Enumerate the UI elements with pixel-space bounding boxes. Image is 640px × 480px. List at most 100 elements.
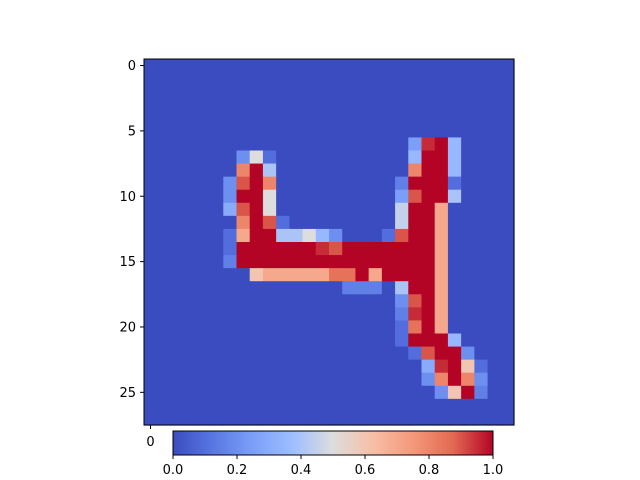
heatmap-cell	[249, 72, 264, 86]
heatmap-cell	[408, 85, 423, 99]
heatmap-cell	[183, 98, 198, 112]
heatmap-cell	[196, 294, 211, 308]
heatmap-cell	[183, 189, 198, 204]
heatmap-cell	[368, 228, 383, 243]
heatmap-cell	[408, 307, 423, 322]
heatmap-cell	[223, 176, 238, 191]
heatmap-cell	[170, 150, 185, 165]
heatmap-cell	[408, 111, 423, 125]
heatmap-cell	[500, 333, 515, 348]
heatmap-cell	[342, 242, 357, 256]
heatmap-cell	[395, 124, 409, 139]
heatmap-cell	[461, 359, 475, 374]
heatmap-cell	[183, 72, 198, 86]
heatmap-cell	[342, 124, 357, 139]
heatmap-cell	[342, 150, 357, 165]
heatmap-cell	[474, 202, 489, 217]
heatmap-cell	[236, 150, 251, 165]
heatmap-cell	[289, 398, 304, 413]
heatmap-cell	[487, 124, 502, 139]
heatmap-cell	[262, 255, 277, 269]
heatmap-cell	[421, 202, 436, 217]
heatmap-cell	[461, 176, 475, 191]
heatmap-cell	[249, 124, 264, 139]
heatmap-cell	[368, 242, 383, 256]
heatmap-cell	[196, 202, 211, 217]
heatmap-cell	[395, 346, 409, 361]
heatmap-cell	[196, 320, 211, 335]
heatmap-cell	[474, 137, 489, 152]
heatmap-cell	[210, 189, 224, 204]
heatmap-cell	[183, 268, 198, 282]
heatmap-cell	[434, 398, 449, 413]
heatmap-cell	[355, 111, 370, 125]
heatmap-cell	[315, 59, 330, 73]
heatmap-cell	[474, 215, 489, 230]
heatmap-cell	[381, 385, 396, 400]
heatmap-cell	[381, 228, 396, 243]
heatmap-cell	[223, 72, 238, 86]
heatmap-cell	[144, 163, 158, 178]
heatmap-cell	[210, 320, 224, 335]
heatmap-cell	[447, 281, 462, 295]
heatmap-cell	[196, 268, 211, 282]
heatmap-cell	[196, 228, 211, 243]
heatmap-cell	[157, 202, 172, 217]
heatmap-cell	[249, 255, 264, 269]
heatmap-cell	[408, 215, 423, 230]
heatmap-cell	[381, 215, 396, 230]
heatmap-cell	[447, 150, 462, 165]
heatmap-cell	[210, 59, 224, 73]
heatmap-cell	[262, 385, 277, 400]
heatmap-cell	[262, 59, 277, 73]
heatmap-cell	[381, 255, 396, 269]
heatmap-cell	[500, 346, 515, 361]
heatmap-cell	[342, 346, 357, 361]
heatmap-cell	[302, 268, 317, 282]
heatmap-cell	[249, 281, 264, 295]
heatmap-cell	[381, 72, 396, 86]
heatmap-cell	[157, 163, 172, 178]
heatmap-cell	[315, 176, 330, 191]
heatmap-cell	[395, 150, 409, 165]
heatmap-cell	[421, 255, 436, 269]
heatmap-cell	[487, 98, 502, 112]
heatmap-cell	[144, 189, 158, 204]
heatmap-cell	[500, 320, 515, 335]
heatmap-cell	[315, 137, 330, 152]
heatmap-cell	[342, 307, 357, 322]
heatmap-cell	[381, 124, 396, 139]
heatmap-cell	[434, 85, 449, 99]
heatmap-cell	[249, 137, 264, 152]
heatmap-cell	[434, 281, 449, 295]
heatmap-cell	[302, 176, 317, 191]
heatmap-cell	[223, 150, 238, 165]
heatmap-cell	[223, 268, 238, 282]
heatmap-cell	[157, 320, 172, 335]
heatmap-cell	[249, 163, 264, 178]
heatmap-cell	[157, 372, 172, 387]
y-tick-label: 10	[119, 190, 136, 205]
heatmap-cell	[315, 320, 330, 335]
heatmap-cell	[474, 268, 489, 282]
heatmap-cell	[249, 189, 264, 204]
heatmap-cell	[157, 281, 172, 295]
heatmap-cell	[183, 124, 198, 139]
heatmap-cell	[434, 163, 449, 178]
heatmap-cell	[262, 411, 277, 426]
heatmap-cell	[223, 189, 238, 204]
heatmap-cell	[487, 215, 502, 230]
heatmap-cell	[461, 111, 475, 125]
heatmap-cell	[276, 228, 290, 243]
heatmap-cell	[408, 359, 423, 374]
heatmap-cell	[447, 59, 462, 73]
heatmap-cell	[289, 307, 304, 322]
heatmap-cell	[315, 202, 330, 217]
heatmap-cell	[474, 189, 489, 204]
y-tick-label: 25	[119, 386, 136, 401]
heatmap-cell	[289, 189, 304, 204]
heatmap-cell	[183, 294, 198, 308]
heatmap-cell	[355, 385, 370, 400]
heatmap-cell	[395, 307, 409, 322]
